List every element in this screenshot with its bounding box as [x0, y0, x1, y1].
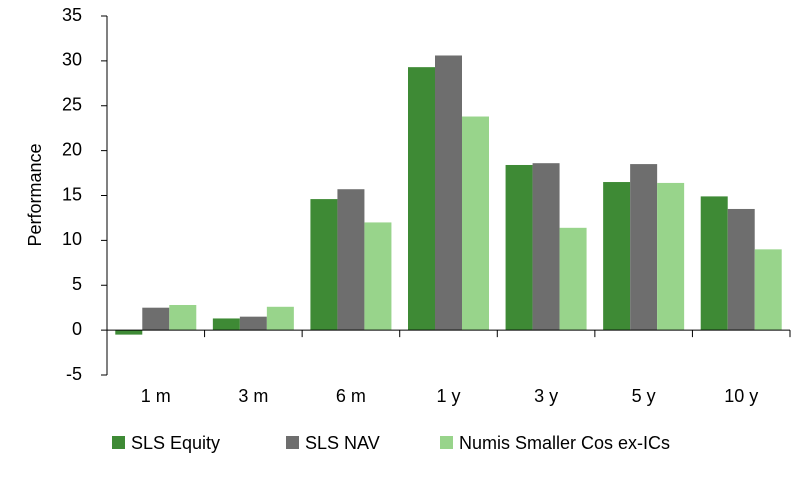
legend-label: SLS Equity	[131, 433, 220, 453]
bar	[462, 116, 489, 331]
legend-swatch	[112, 436, 125, 449]
x-tick-label: 6 m	[336, 386, 366, 406]
y-tick-label: 0	[72, 319, 82, 339]
y-tick-label: -5	[66, 364, 82, 384]
x-tick-label: 10 y	[724, 386, 758, 406]
legend-label: SLS NAV	[305, 433, 380, 453]
x-tick-label: 5 y	[632, 386, 656, 406]
legend-label: Numis Smaller Cos ex-ICs	[459, 433, 670, 453]
x-tick-label: 1 y	[436, 386, 460, 406]
y-tick-label: 30	[62, 50, 82, 70]
bar	[169, 304, 197, 331]
bar	[266, 306, 294, 331]
bar	[337, 189, 365, 331]
bar	[727, 208, 755, 331]
bar	[435, 55, 462, 331]
x-tick-label: 3 m	[238, 386, 268, 406]
y-tick-label: 20	[62, 139, 82, 159]
legend-swatch	[286, 436, 299, 449]
x-tick-label: 3 y	[534, 386, 558, 406]
bar	[142, 307, 170, 331]
bar	[505, 164, 533, 331]
bar	[657, 182, 685, 331]
x-tick-label: 1 m	[141, 386, 171, 406]
bar	[754, 249, 782, 331]
bar	[603, 182, 631, 331]
y-tick-label: 10	[62, 229, 82, 249]
bar	[630, 164, 658, 331]
bar	[532, 163, 560, 331]
bar	[700, 196, 728, 331]
bar	[559, 227, 587, 331]
y-tick-label: 35	[62, 5, 82, 25]
legend-swatch	[440, 436, 453, 449]
y-tick-label: 25	[62, 95, 82, 115]
bar	[310, 199, 338, 331]
y-tick-label: 5	[72, 274, 82, 294]
y-axis-label: Performance	[25, 143, 45, 246]
bar	[239, 316, 267, 331]
y-tick-label: 15	[62, 184, 82, 204]
bar	[364, 222, 392, 331]
bar	[212, 318, 240, 331]
bar	[115, 330, 143, 335]
bar	[408, 67, 435, 331]
